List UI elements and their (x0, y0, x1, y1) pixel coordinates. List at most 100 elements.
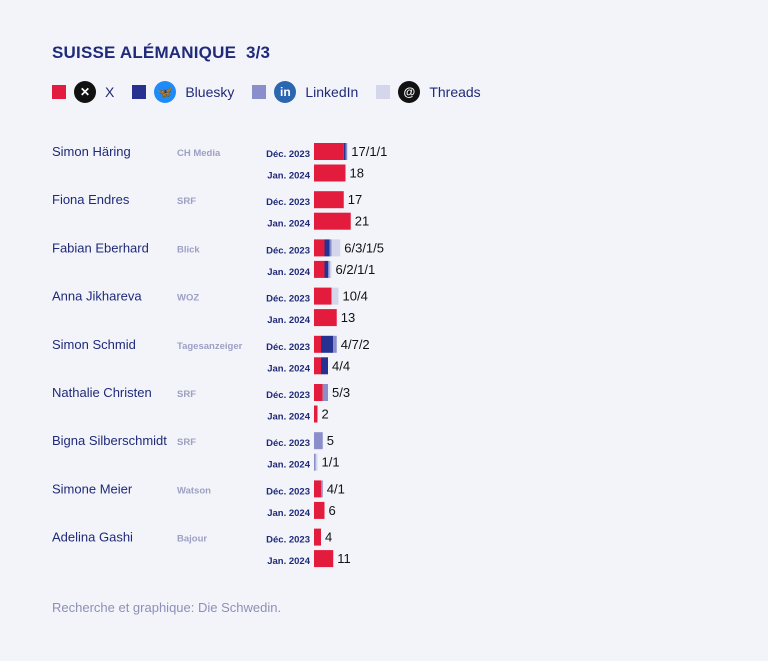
period-label: Déc. 2023 (266, 438, 310, 449)
bar-segment-threads (331, 239, 341, 257)
value-label: 1/1 (322, 455, 340, 470)
bar-segment-x (314, 335, 321, 353)
bar-segment-bluesky (324, 260, 328, 278)
bar-segment-linkedin (345, 143, 348, 160)
outlet-label: SRF (177, 196, 196, 207)
bar-segment-threads (315, 453, 318, 471)
outlet-label: WOZ (177, 293, 199, 304)
bar-segment-linkedin (321, 480, 323, 498)
outlet-label: Watson (177, 485, 211, 496)
bar-segment-x (314, 191, 344, 209)
journalist-name: Nathalie Christen (52, 385, 152, 400)
source-note: Recherche et graphique: Die Schwedin. (52, 600, 282, 615)
value-label: 10/4 (343, 289, 368, 304)
legend-item-x: ✕ X (52, 81, 114, 103)
journalist-name: Anna Jikhareva (52, 289, 142, 304)
period-label: Jan. 2024 (267, 315, 310, 326)
legend-swatch (52, 85, 66, 99)
bar-segment-x (314, 164, 346, 182)
bar-segment-threads (331, 287, 339, 305)
bar-segment-linkedin (314, 453, 316, 471)
value-label: 17 (348, 192, 362, 207)
bar-segment-threads (329, 260, 332, 278)
bar-segment-linkedin (329, 239, 332, 257)
value-label: 21 (355, 214, 369, 229)
journalist-name: Simone Meier (52, 481, 133, 496)
bluesky-butterfly-icon: 🦋 (154, 81, 177, 103)
journalist-name: Fabian Eberhard (52, 240, 149, 255)
period-label: Jan. 2024 (267, 508, 310, 519)
period-label: Déc. 2023 (266, 342, 310, 353)
period-label: Jan. 2024 (267, 556, 310, 567)
bar-segment-linkedin (333, 335, 337, 353)
value-label: 17/1/1 (351, 144, 387, 159)
value-label: 4/1 (327, 481, 345, 496)
bar-segment-x (314, 480, 321, 498)
journalist-name: Bigna Silberschmidt (52, 433, 167, 448)
bar-segment-x (314, 405, 318, 423)
linkedin-logo-icon: in (274, 81, 297, 103)
value-label: 5/3 (332, 385, 350, 400)
outlet-label: Bajour (177, 534, 207, 545)
period-label: Déc. 2023 (266, 390, 310, 401)
period-label: Jan. 2024 (267, 267, 310, 278)
bar-segment-linkedin (322, 384, 328, 401)
bar-segment-bluesky (321, 357, 328, 375)
bar-segment-x (314, 239, 325, 257)
value-label: 4 (325, 530, 332, 545)
x-logo-icon: ✕ (74, 81, 96, 103)
legend-swatch (376, 85, 391, 99)
value-label: 11 (337, 551, 351, 566)
value-label: 4/7/2 (341, 337, 370, 352)
bar-segment-x (314, 501, 325, 519)
journalist-name: Adelina Gashi (52, 530, 133, 545)
bar-segment-x (314, 143, 344, 160)
value-label: 13 (341, 310, 355, 325)
bar-segment-x (314, 260, 325, 278)
period-label: Déc. 2023 (266, 149, 310, 160)
legend-label: Bluesky (185, 84, 235, 100)
outlet-label: Tagesanzeiger (177, 341, 243, 352)
bar-segment-linkedin (328, 260, 330, 278)
bar-segment-x (314, 357, 321, 375)
period-label: Déc. 2023 (266, 197, 310, 208)
bar-segment-x (314, 528, 321, 546)
period-label: Jan. 2024 (267, 219, 310, 230)
bar-segment-x (314, 212, 351, 230)
bar-segment-x (314, 550, 334, 568)
period-label: Jan. 2024 (267, 460, 310, 471)
legend-swatch (252, 85, 267, 99)
journalist-name: Simon Schmid (52, 337, 136, 352)
value-label: 4/4 (332, 358, 350, 373)
period-label: Déc. 2023 (266, 486, 310, 497)
legend-label: LinkedIn (305, 84, 359, 100)
period-label: Déc. 2023 (266, 294, 310, 305)
bar-segment-bluesky (343, 143, 346, 160)
legend-label: X (105, 84, 115, 100)
journalist-name: Fiona Endres (52, 192, 130, 207)
outlet-label: SRF (177, 389, 196, 400)
value-label: 6 (329, 503, 336, 518)
outlet-label: CH Media (177, 148, 221, 159)
legend-label: Threads (429, 84, 481, 100)
value-label: 18 (350, 166, 364, 181)
bar-segment-x (314, 384, 323, 401)
threads-logo-icon: @ (398, 81, 421, 103)
outlet-label: SRF (177, 437, 196, 448)
period-label: Jan. 2024 (267, 363, 310, 374)
value-label: 2 (322, 407, 329, 422)
legend-item-linkedin: in LinkedIn (252, 81, 358, 103)
value-label: 6/2/1/1 (336, 262, 376, 277)
period-label: Déc. 2023 (266, 245, 310, 256)
bar-segment-x (314, 287, 332, 305)
value-label: 5 (327, 433, 334, 448)
legend: ✕ X 🦋 Bluesky in LinkedIn @ Threads (52, 80, 499, 104)
chart-title: SUISSE ALÉMANIQUE 3/3 (52, 43, 271, 62)
bar-segment-x (314, 309, 337, 327)
period-label: Jan. 2024 (267, 412, 310, 423)
period-label: Jan. 2024 (267, 171, 310, 182)
legend-item-bluesky: 🦋 Bluesky (132, 81, 234, 103)
outlet-label: Blick (177, 244, 200, 255)
legend-item-threads: @ Threads (376, 81, 481, 103)
